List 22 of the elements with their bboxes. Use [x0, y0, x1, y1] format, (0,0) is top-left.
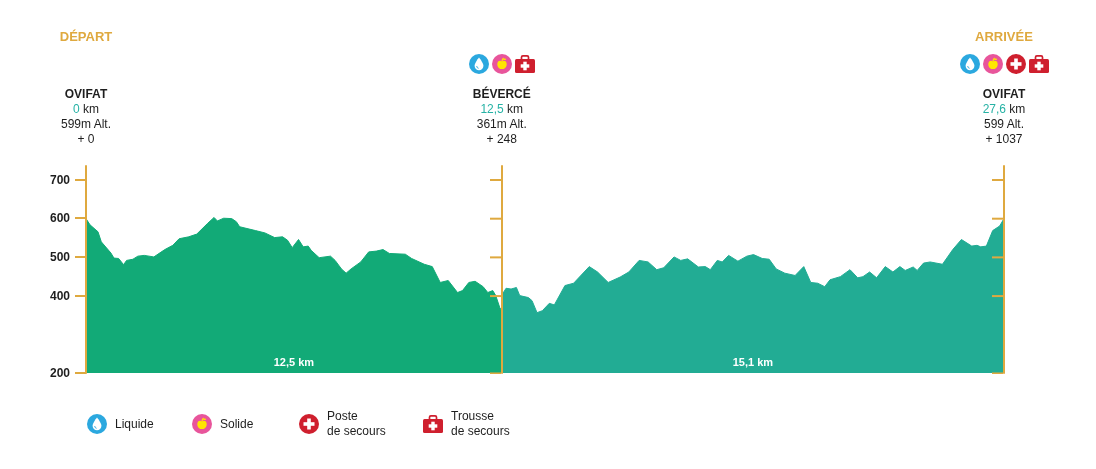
text: Liquide [115, 416, 154, 432]
y-tick-label: 600 [49, 211, 71, 226]
y-tick-label: 200 [49, 366, 71, 380]
annotation: 12,5 km [272, 355, 316, 370]
text: Poste de secours [327, 409, 386, 439]
text: 599 Alt. + 1037 [983, 117, 1025, 147]
y-tick-label: 400 [49, 288, 71, 303]
x-tick-label: 27,6 km [981, 102, 1027, 117]
text: Trousse de secours [451, 409, 510, 439]
text: BÉVERCÉ [471, 87, 532, 102]
text: ARRIVÉE [974, 29, 1034, 45]
x-tick-label: 0 km [72, 102, 100, 117]
text: DÉPART [58, 29, 114, 45]
text: Solide [220, 416, 254, 432]
text: OVIFAT [63, 87, 109, 102]
y-tick-label: 500 [49, 249, 71, 264]
y-tick-label: 700 [49, 172, 71, 187]
x-tick-label: 12,5 km [479, 102, 525, 117]
text: 599m Alt. + 0 [60, 117, 112, 147]
text: OVIFAT [981, 87, 1027, 102]
annotation: 15,1 km [731, 355, 775, 370]
text: 361m Alt. + 248 [475, 117, 528, 147]
